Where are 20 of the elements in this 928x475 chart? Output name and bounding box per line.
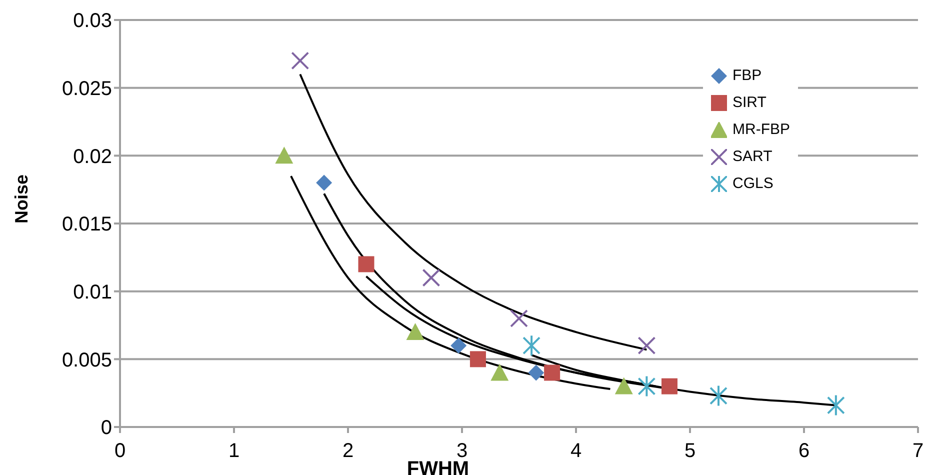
x-tick-label: 5 [684,440,696,462]
y-tick-label: 0.005 [62,349,112,372]
legend-label: CGLS [732,175,774,192]
x-tick-label: 1 [228,440,240,462]
y-tick-label: 0.015 [62,214,112,236]
y-tick-label: 0.02 [73,146,112,168]
y-axis-title: Noise [11,174,32,224]
x-tick-label: 7 [912,440,924,462]
legend-label: SIRT [732,94,766,111]
y-tick-label: 0.01 [73,281,112,304]
x-tick-label: 0 [114,440,126,462]
x-tick-label: 4 [570,440,582,462]
legend-label: FBP [732,67,762,84]
x-tick-label: 6 [798,440,810,462]
legend-label: SART [732,148,772,165]
y-tick-label: 0.03 [73,10,112,32]
legend-label: MR-FBP [732,121,790,138]
y-tick-label: 0.025 [62,78,112,100]
x-tick-label: 2 [342,440,354,462]
y-tick-label: 0 [100,417,112,440]
